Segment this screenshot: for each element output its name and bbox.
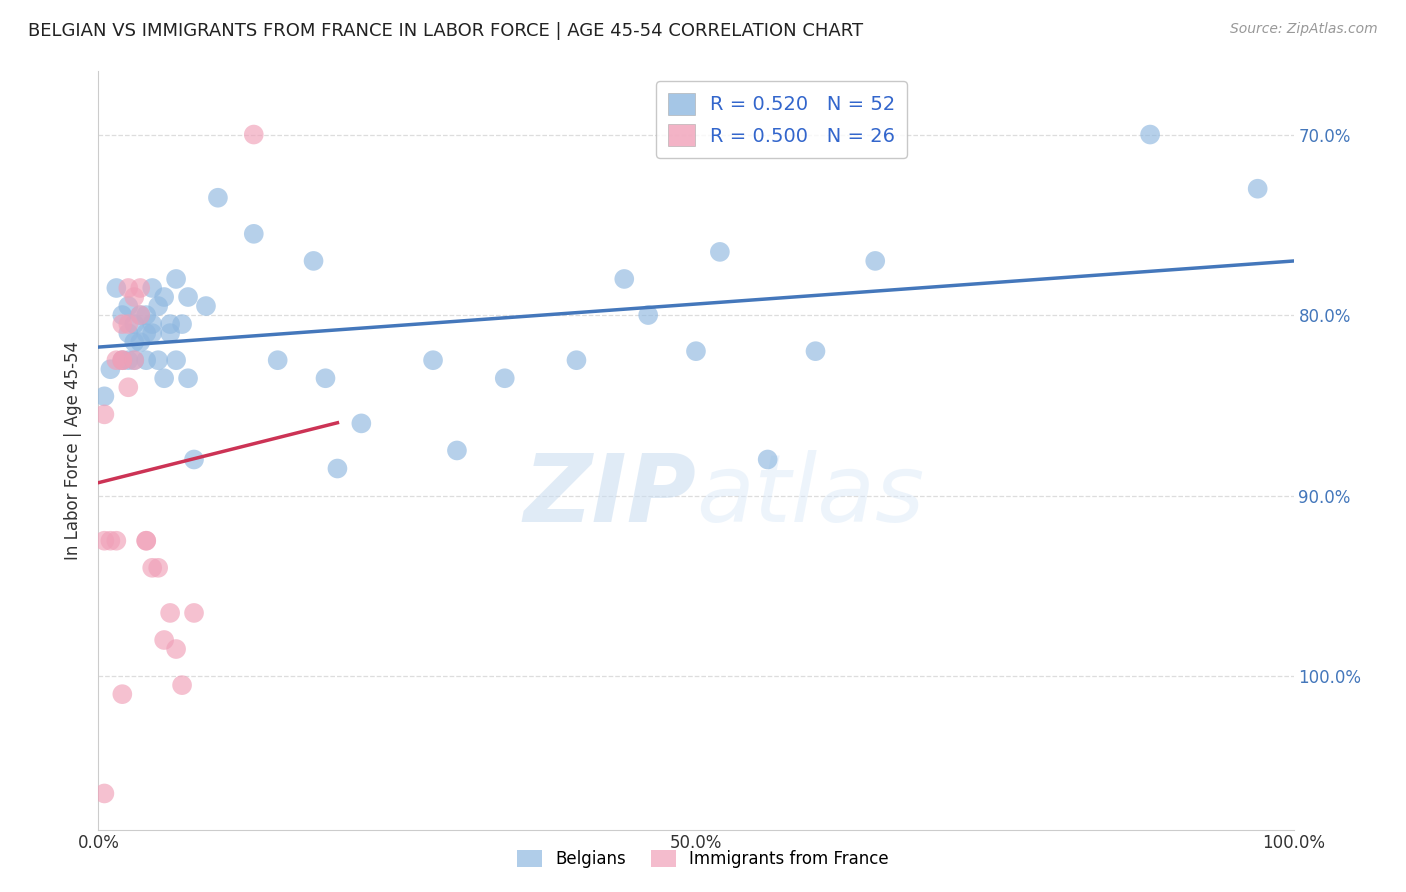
Point (159, 326, 181, 340)
Point (117, 326, 139, 340)
Point (129, 281, 152, 295)
Point (141, 326, 163, 340)
Point (685, 344, 707, 359)
Point (195, 299, 218, 313)
Point (141, 281, 163, 295)
Point (93, 533, 115, 548)
Point (302, 253, 325, 268)
Point (135, 533, 157, 548)
Point (422, 353, 444, 368)
Point (165, 642, 187, 657)
Point (183, 606, 205, 620)
Point (172, 678, 194, 692)
Point (141, 317, 163, 331)
Point (865, 253, 887, 268)
Point (153, 633, 176, 648)
Point (111, 353, 134, 368)
Point (124, 290, 146, 304)
Point (111, 687, 134, 701)
Point (267, 353, 290, 368)
Point (148, 353, 170, 368)
Point (111, 353, 134, 368)
Point (135, 533, 157, 548)
Point (93, 389, 115, 403)
Point (129, 308, 152, 322)
Point (105, 353, 128, 368)
Point (446, 443, 468, 458)
Point (117, 317, 139, 331)
Point (315, 371, 337, 385)
Point (326, 461, 349, 475)
Point (129, 308, 152, 322)
Point (111, 317, 134, 331)
Point (177, 371, 200, 385)
Point (124, 353, 146, 368)
Point (153, 371, 176, 385)
Point (98, 362, 122, 376)
Point (135, 326, 157, 340)
Point (350, 417, 373, 431)
Point (148, 561, 170, 575)
Point (129, 335, 152, 350)
Point (105, 533, 128, 548)
Point (183, 452, 205, 467)
Point (93, 787, 115, 801)
Text: BELGIAN VS IMMIGRANTS FROM FRANCE IN LABOR FORCE | AGE 45-54 CORRELATION CHART: BELGIAN VS IMMIGRANTS FROM FRANCE IN LAB… (28, 22, 863, 40)
Point (117, 281, 139, 295)
Point (98, 533, 122, 548)
Point (111, 353, 134, 368)
Point (637, 308, 659, 322)
Point (756, 452, 779, 467)
Point (153, 290, 176, 304)
Point (804, 344, 827, 359)
Point (565, 353, 588, 368)
Point (135, 353, 157, 368)
Text: Source: ZipAtlas.com: Source: ZipAtlas.com (1230, 22, 1378, 37)
Point (117, 299, 139, 313)
Point (105, 281, 128, 295)
Point (148, 299, 170, 313)
Text: ZIP: ZIP (523, 450, 696, 542)
Point (207, 191, 229, 205)
Point (141, 561, 163, 575)
Point (494, 371, 516, 385)
Point (172, 317, 194, 331)
Point (243, 227, 266, 241)
Point (709, 244, 731, 259)
Point (165, 353, 187, 368)
Y-axis label: In Labor Force | Age 45-54: In Labor Force | Age 45-54 (65, 341, 83, 560)
Point (613, 272, 636, 286)
Point (111, 308, 134, 322)
Point (177, 290, 200, 304)
Point (135, 308, 157, 322)
Point (117, 380, 139, 394)
Point (159, 317, 181, 331)
Point (159, 606, 181, 620)
Point (165, 272, 187, 286)
Text: atlas: atlas (696, 450, 924, 541)
Point (117, 353, 139, 368)
Legend: Belgians, Immigrants from France: Belgians, Immigrants from France (510, 843, 896, 875)
Point (124, 353, 146, 368)
Legend: R = 0.520   N = 52, R = 0.500   N = 26: R = 0.520 N = 52, R = 0.500 N = 26 (657, 81, 907, 158)
Point (124, 317, 146, 331)
Point (1139, 128, 1161, 142)
Point (93, 408, 115, 422)
Point (243, 128, 266, 142)
Point (1247, 182, 1270, 196)
Point (124, 335, 146, 350)
